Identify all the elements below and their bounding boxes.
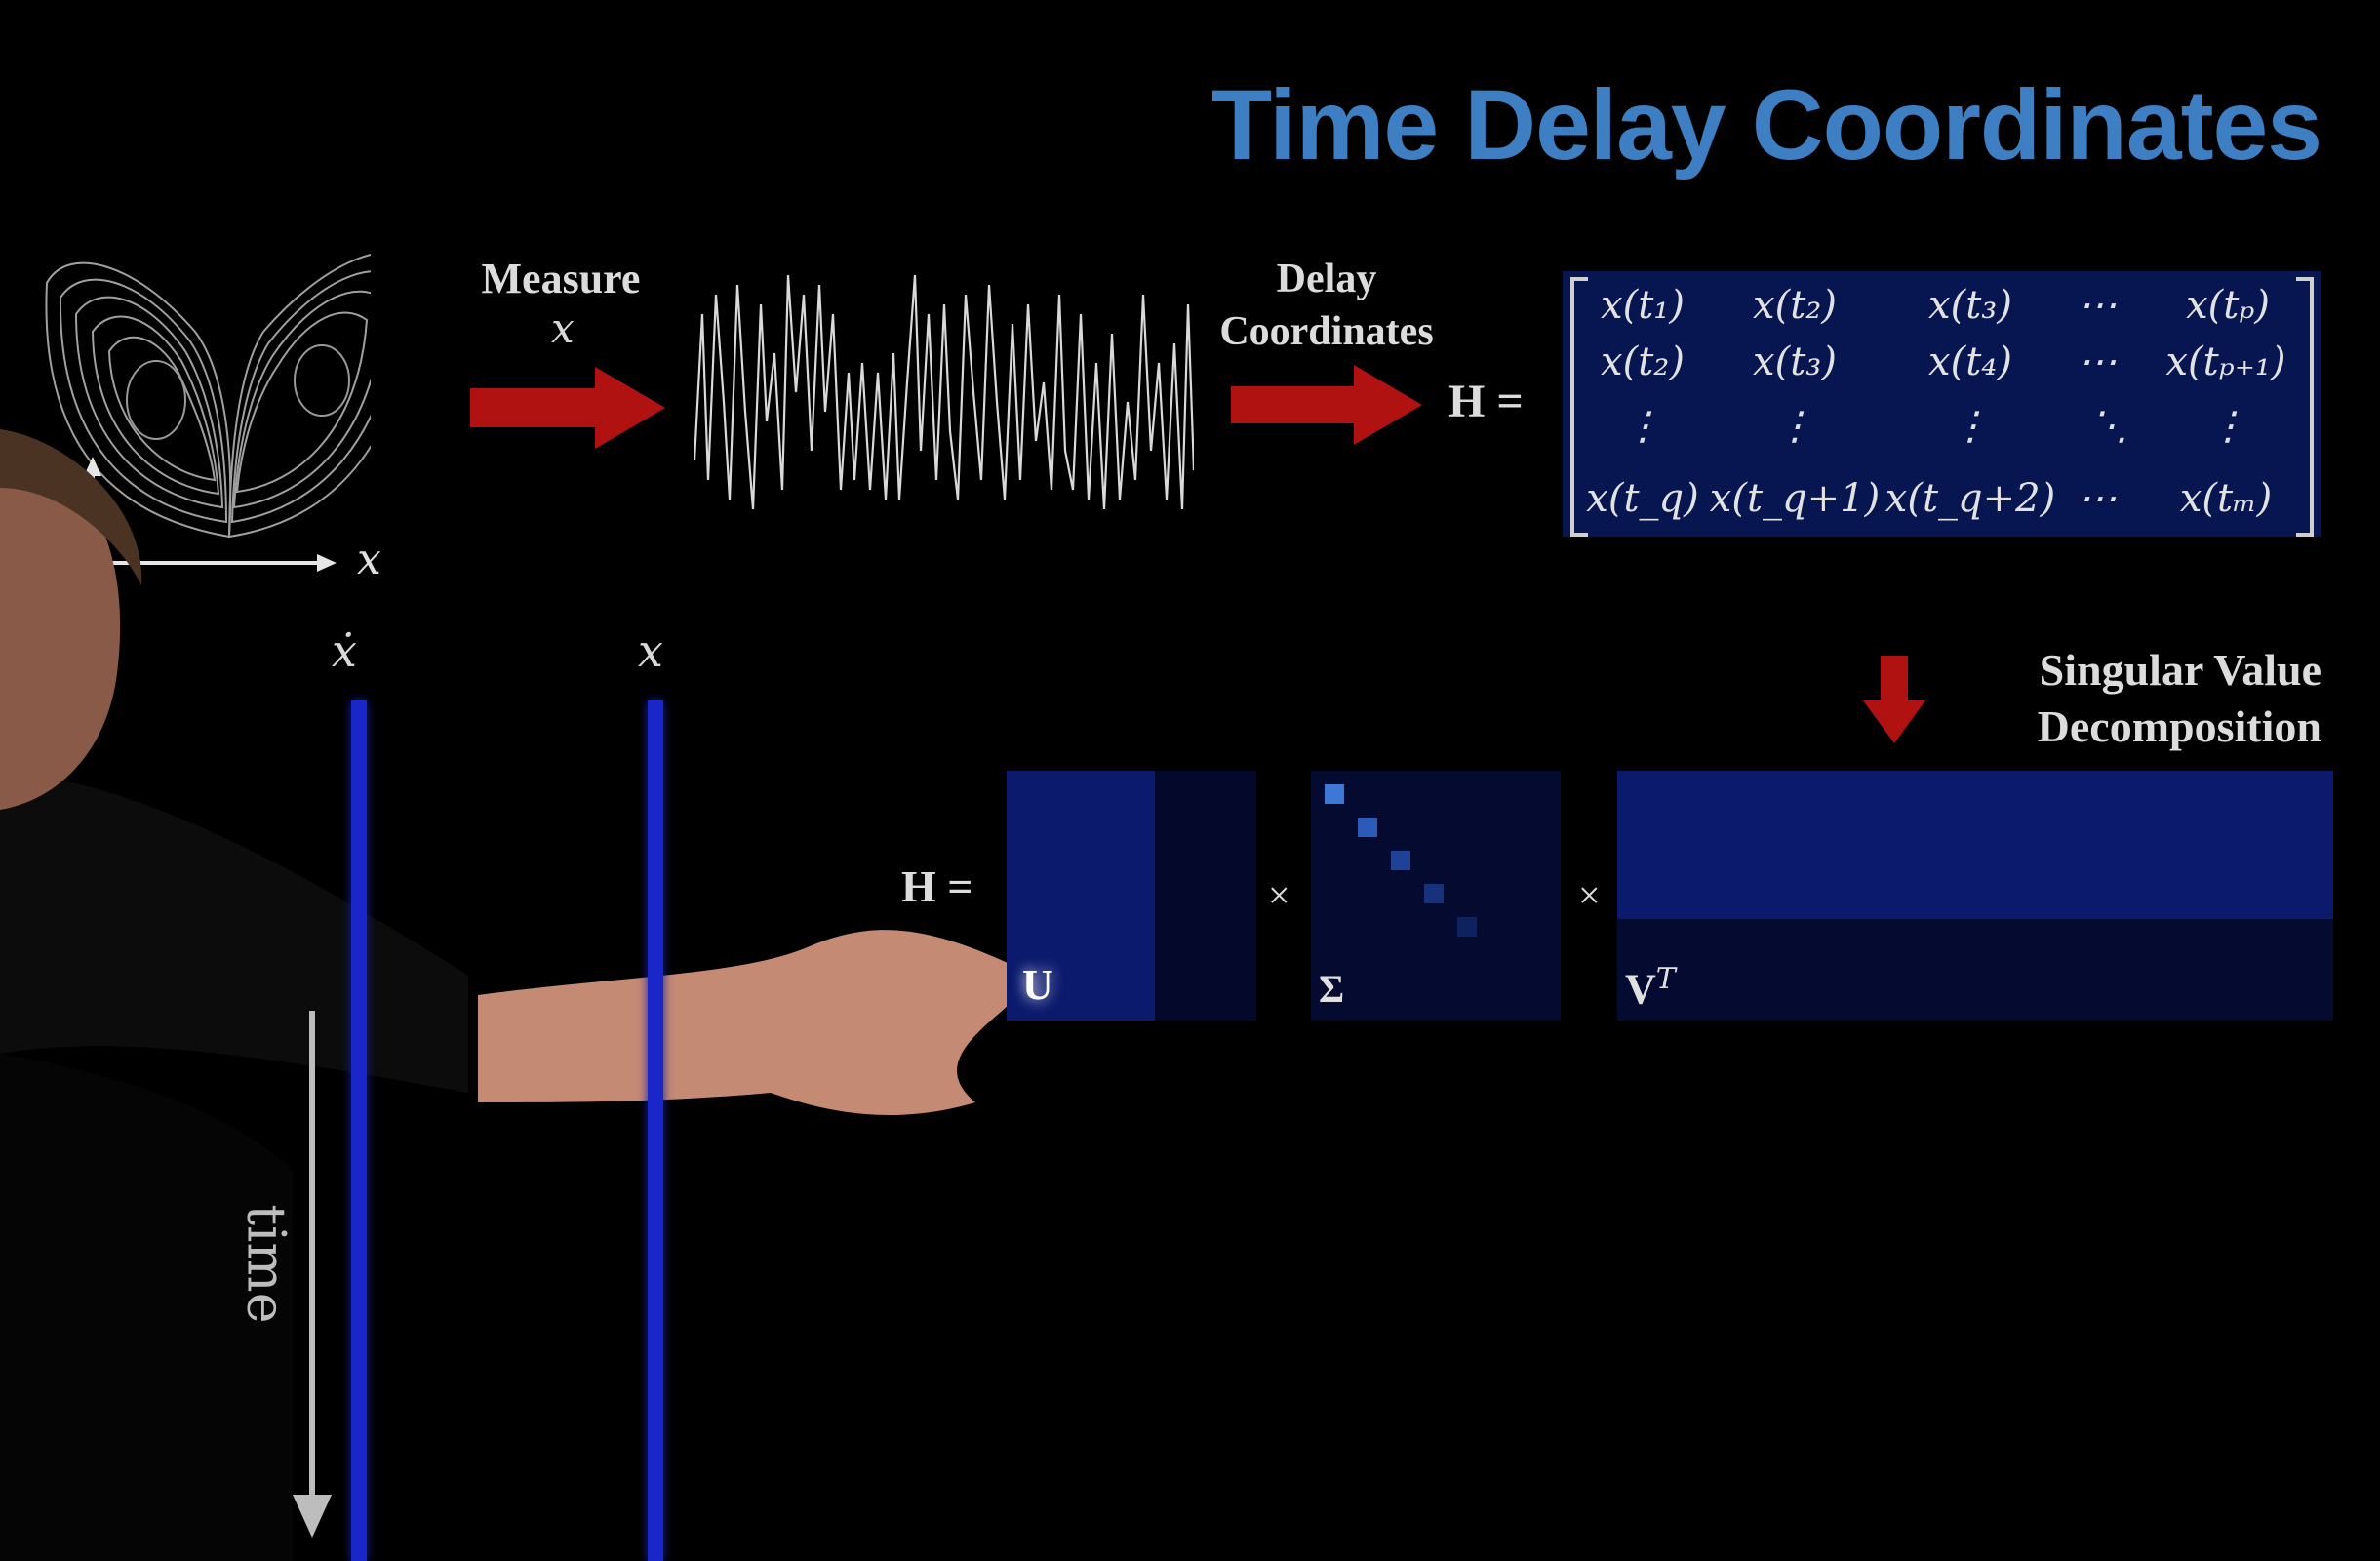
vt-matrix-block: VT (1617, 771, 2333, 1021)
xdot-column-label: ẋ (332, 624, 357, 677)
matrix-cell: x(tₚ) (2186, 283, 2270, 328)
matrix-cell: ⋮ (1775, 404, 1814, 449)
sigma-diagonal-entry (1358, 818, 1377, 837)
time-series-signal (694, 274, 1194, 510)
matrix-cell: ⋮ (1623, 404, 1662, 449)
matrix-cell: x(t₃) (1753, 340, 1837, 384)
time-arrow-icon (293, 1011, 332, 1538)
lorenz-attractor-figure (45, 254, 371, 585)
delay-label-line1: Delay (1276, 257, 1377, 301)
times-symbol: × (1578, 873, 1601, 917)
matrix-right-bracket (2296, 277, 2314, 537)
times-symbol: × (1268, 873, 1290, 917)
matrix-cell: ⋯ (2078, 340, 2117, 384)
delay-arrow-icon (1231, 365, 1422, 445)
u-matrix-label: U (1022, 961, 1053, 1009)
matrix-cell: ⋮ (1951, 404, 1990, 449)
sigma-diagonal-entry (1391, 851, 1410, 870)
sigma-diagonal-entry (1424, 884, 1444, 903)
matrix-cell: x(t₂) (1601, 340, 1685, 384)
sigma-diagonal-entry (1325, 784, 1344, 804)
xdot-column-bar (351, 700, 367, 1561)
hankel-matrix: x(t₁) x(t₂) x(t₃) ⋯ x(tₚ) x(t₂) x(t₃) x(… (1563, 271, 2321, 537)
measure-variable: x (551, 304, 575, 352)
time-axis-label: time (235, 1204, 298, 1324)
measure-arrow-icon (470, 367, 665, 449)
attractor-x-axis-label: x (357, 535, 381, 584)
delay-label-line2: Coordinates (1219, 309, 1434, 354)
vt-matrix-letter: V (1625, 965, 1656, 1014)
matrix-cell: x(tₘ) (2179, 476, 2273, 521)
matrix-cell: x(t₁) (1601, 283, 1685, 328)
presenter-silhouette (0, 429, 1034, 1561)
matrix-cell: ⋱ (2089, 404, 2128, 449)
vt-matrix-leading-rows (1617, 771, 2333, 919)
sigma-matrix-label: Σ (1319, 967, 1345, 1011)
sigma-matrix-block: Σ (1311, 771, 1561, 1021)
u-matrix-leading-columns (1007, 771, 1155, 1021)
matrix-cell: x(t₄) (1928, 340, 2012, 384)
matrix-cell: x(t_q+1) (1709, 476, 1881, 521)
svd-h-equals-label: H = (901, 861, 973, 911)
matrix-cell: x(t_q+2) (1884, 476, 2056, 521)
matrix-cell: x(t₂) (1753, 283, 1837, 328)
u-matrix-block: U (1007, 771, 1256, 1021)
x-column-bar (648, 700, 663, 1561)
h-equals-label: H = (1448, 376, 1524, 427)
svd-label-line1: Singular Value (2039, 645, 2321, 695)
matrix-cell: ⋯ (2078, 476, 2117, 521)
slide-title: Time Delay Coordinates (1210, 69, 2322, 180)
matrix-cell: x(t₃) (1928, 283, 2012, 328)
measure-label: Measure (481, 255, 641, 302)
matrix-cell: ⋮ (2208, 404, 2247, 449)
vt-transpose-superscript: T (1655, 962, 1676, 996)
svd-down-arrow-icon (1863, 656, 1925, 743)
matrix-cell: x(t_q) (1586, 476, 1699, 521)
vt-matrix-label: VT (1625, 962, 1676, 1015)
sigma-diagonal-entry (1457, 917, 1477, 937)
svd-label-line2: Decomposition (2037, 701, 2321, 751)
matrix-left-bracket (1570, 277, 1588, 537)
matrix-cell: x(tₚ₊₁) (2165, 340, 2286, 384)
x-column-label: x (638, 624, 663, 677)
matrix-cell: ⋯ (2078, 283, 2117, 328)
